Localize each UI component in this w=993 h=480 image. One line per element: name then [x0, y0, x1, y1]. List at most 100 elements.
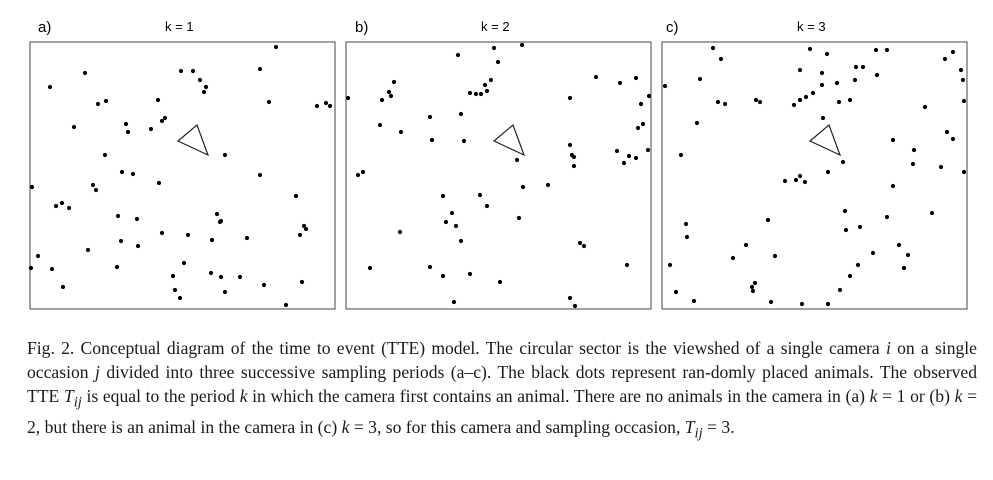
animal-dot — [293, 193, 299, 199]
animal-dot — [961, 169, 967, 175]
animal-dot — [398, 129, 404, 135]
caption-text: = 3, so for this camera and sampling occ… — [349, 416, 685, 437]
animal-dot — [870, 250, 876, 256]
animal-dot — [684, 234, 690, 240]
animal-dot — [819, 82, 825, 88]
animal-dot — [491, 45, 497, 51]
caption-var-subscript: ij — [73, 394, 82, 411]
animal-dot — [757, 99, 763, 105]
animal-dot — [159, 118, 165, 124]
animal-dot — [222, 289, 228, 295]
animal-dot — [218, 274, 224, 280]
animal-dot — [114, 264, 120, 270]
animal-dot — [345, 95, 351, 101]
animal-dot — [799, 301, 805, 307]
animal-dot — [177, 295, 183, 301]
caption-text: in which the camera first contains an an… — [247, 386, 870, 406]
animal-dot — [29, 184, 35, 190]
animal-dot — [640, 121, 646, 127]
animal-dot — [443, 219, 449, 225]
animal-dot — [427, 264, 433, 270]
animal-dot — [453, 223, 459, 229]
animal-dot — [944, 129, 950, 135]
caption-var-j: j — [95, 362, 100, 382]
animal-dot — [638, 101, 644, 107]
animal-dot — [185, 232, 191, 238]
animal-dot — [572, 303, 578, 309]
animal-dot — [427, 114, 433, 120]
animal-dot — [484, 203, 490, 209]
animal-dot — [134, 216, 140, 222]
animal-dot — [950, 49, 956, 55]
animal-dot — [303, 226, 309, 232]
animal-dot — [905, 252, 911, 258]
animal-dot — [884, 47, 890, 53]
panel-a: a) k = 1 — [28, 19, 336, 310]
animal-dot — [377, 122, 383, 128]
animal-dot — [119, 169, 125, 175]
animal-dot — [519, 42, 525, 48]
animal-dot — [797, 67, 803, 73]
animal-dot — [768, 299, 774, 305]
panel-c-k-label: k = 3 — [797, 19, 826, 34]
animal-dot — [807, 46, 813, 52]
animal-dot — [633, 75, 639, 81]
animal-dot — [715, 99, 721, 105]
animal-dot — [130, 171, 136, 177]
animal-dot — [49, 266, 55, 272]
animal-dot — [791, 102, 797, 108]
animal-dot — [743, 242, 749, 248]
animal-dot — [836, 99, 842, 105]
animal-dot — [571, 163, 577, 169]
panel-b: b) k = 2 — [345, 19, 652, 310]
animal-dot — [178, 68, 184, 74]
panel-b-letter: b) — [355, 19, 368, 36]
animal-dot — [53, 203, 59, 209]
animal-dot — [71, 124, 77, 130]
animal-dot — [624, 262, 630, 268]
animal-dot — [810, 90, 816, 96]
panel-c-frame — [661, 41, 968, 310]
caption-text: divided into three successive sampling p… — [27, 362, 978, 406]
animal-dot — [484, 88, 490, 94]
animal-dot — [683, 221, 689, 227]
animal-dot — [884, 214, 890, 220]
animal-dot — [458, 238, 464, 244]
animal-dot — [840, 159, 846, 165]
animal-dot — [678, 152, 684, 158]
animal-dot — [853, 64, 859, 70]
animal-dot — [391, 79, 397, 85]
caption-var-k: k — [869, 386, 878, 406]
panel-c-animals — [662, 45, 967, 307]
animal-dot — [852, 77, 858, 83]
panel-a-letter: a) — [38, 19, 51, 36]
panel-a-k-label: k = 1 — [165, 19, 194, 34]
figure-caption: Fig. 2. Conceptual diagram of the time t… — [27, 336, 977, 445]
caption-text: = 1 or (b) — [877, 386, 955, 406]
caption-var-T: T — [63, 386, 74, 406]
animal-dot — [440, 273, 446, 279]
animal-dot — [581, 243, 587, 249]
animal-dot — [314, 103, 320, 109]
animal-dot — [155, 97, 161, 103]
animal-dot — [367, 265, 373, 271]
caption-var-k: k — [341, 416, 350, 437]
animal-dot — [451, 299, 457, 305]
caption-text: on a single occasion — [27, 338, 977, 382]
animal-dot — [257, 172, 263, 178]
panel-c: c) k = 3 — [661, 19, 968, 310]
animal-dot — [825, 169, 831, 175]
animal-dot — [710, 45, 716, 51]
animal-dot — [960, 77, 966, 83]
panel-a-animals — [28, 44, 333, 308]
animal-dot — [172, 287, 178, 293]
animal-dot — [386, 89, 392, 95]
animal-dot — [181, 260, 187, 266]
animal-dot — [855, 262, 861, 268]
animal-dot — [819, 70, 825, 76]
animal-dot — [646, 93, 652, 99]
animal-dot — [123, 121, 129, 127]
animal-dot — [273, 44, 279, 50]
animal-dot — [621, 160, 627, 166]
animal-dot — [95, 101, 101, 107]
